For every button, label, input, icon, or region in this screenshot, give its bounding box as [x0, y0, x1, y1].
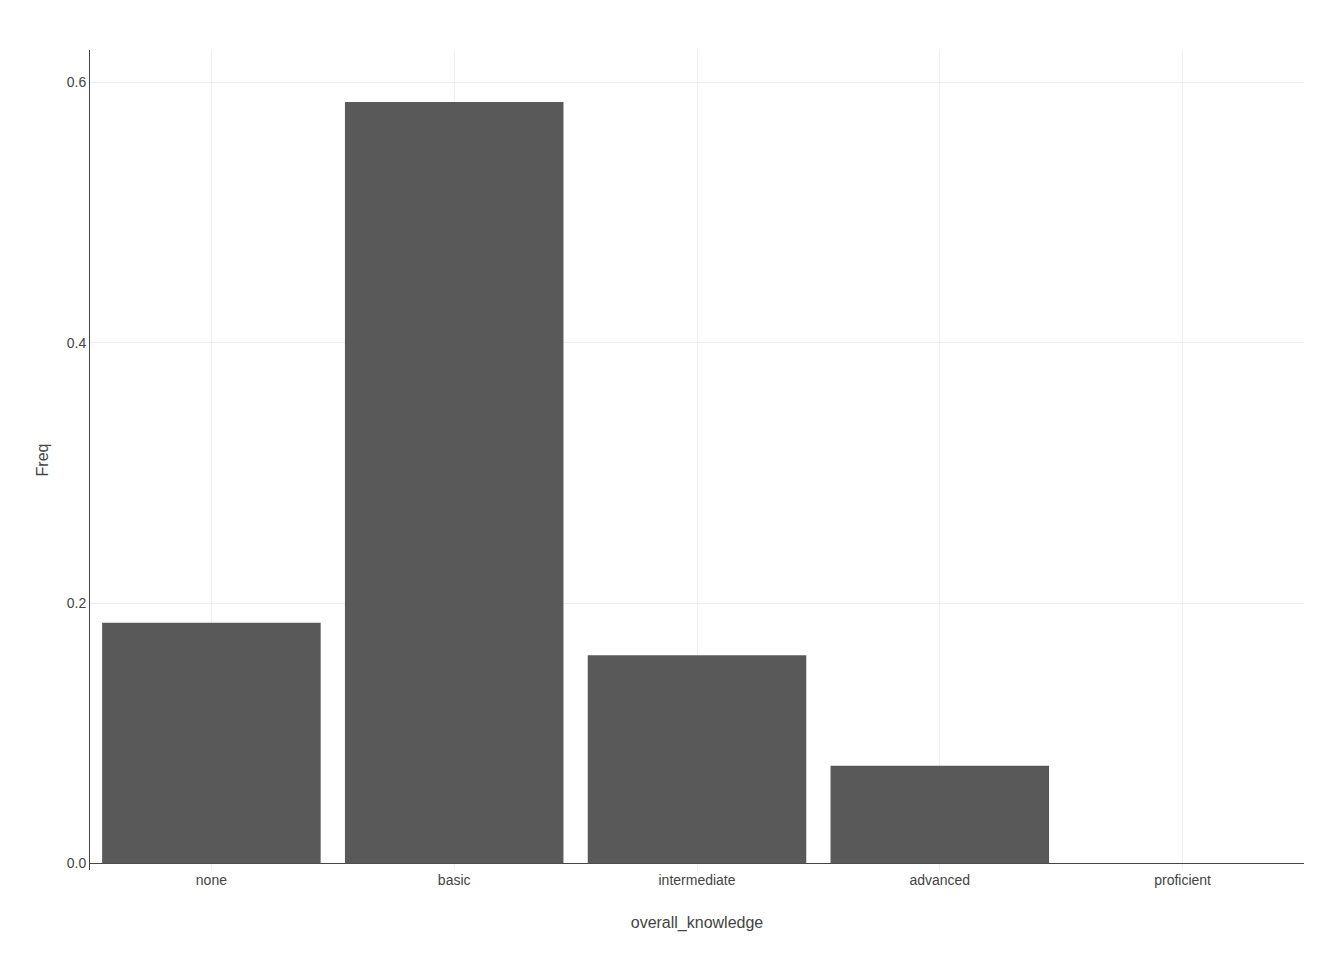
svg-text:basic: basic [438, 872, 471, 888]
svg-text:none: none [196, 872, 227, 888]
svg-text:advanced: advanced [909, 872, 970, 888]
svg-text:overall_knowledge: overall_knowledge [631, 914, 764, 932]
svg-text:intermediate: intermediate [658, 872, 735, 888]
svg-text:0.6: 0.6 [67, 74, 87, 90]
svg-text:proficient: proficient [1154, 872, 1211, 888]
svg-text:0.4: 0.4 [67, 335, 87, 351]
svg-text:0.2: 0.2 [67, 595, 87, 611]
svg-text:Freq: Freq [34, 444, 51, 477]
svg-text:0.0: 0.0 [67, 855, 87, 871]
